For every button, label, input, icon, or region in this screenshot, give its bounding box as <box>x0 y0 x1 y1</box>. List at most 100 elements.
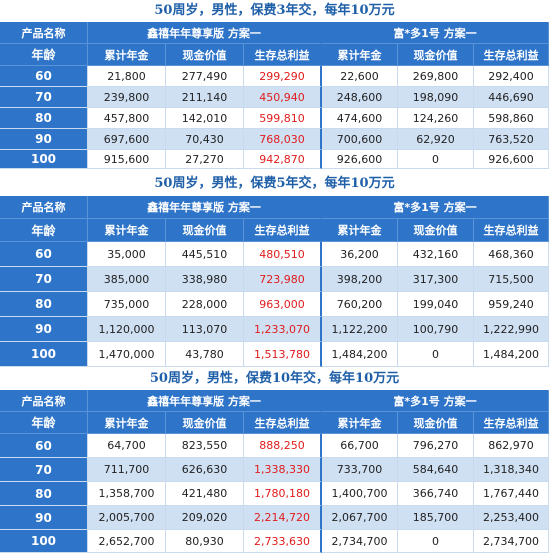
value-cell-a1: 2,005,700 <box>88 506 166 530</box>
table-row: 100 1,470,000 43,780 1,513,780 1,484,200 0 1,4… <box>0 342 549 367</box>
table-row: 70 385,000 338,980 723,980 398,200 317,300 715… <box>0 267 549 292</box>
product-name-label: 产品名称 <box>0 22 88 44</box>
age-cell: 100 <box>0 530 88 553</box>
value-cell-b1: 1,122,200 <box>322 317 398 342</box>
plan-a-name: 鑫禧年年尊享版 方案一 <box>88 390 322 412</box>
value-cell-b1: 1,484,200 <box>322 342 398 367</box>
table-row: 100 915,600 27,270 942,870 926,600 0 926,600 <box>0 150 549 169</box>
plan-a-name: 鑫禧年年尊享版 方案一 <box>88 22 322 44</box>
value-cell-b2: 317,300 <box>398 267 474 292</box>
value-cell-b1: 36,200 <box>322 242 398 267</box>
age-cell: 100 <box>0 342 88 367</box>
table-row: 60 21,800 277,490 299,290 22,600 269,800 292,4… <box>0 66 549 87</box>
column-header: 生存总利益 <box>474 44 549 66</box>
value-cell-b1: 2,067,700 <box>322 506 398 530</box>
plan-b-name: 富*多1号 方案一 <box>322 196 549 219</box>
value-cell-a3: 768,030 <box>244 129 322 150</box>
header-row-columns: 年龄 累计年金 现金价值 生存总利益 累计年金 现金价值 生存总利益 <box>0 219 549 242</box>
value-cell-b3: 1,484,200 <box>474 342 549 367</box>
value-cell-b1: 66,700 <box>322 434 398 458</box>
value-cell-a2: 228,000 <box>166 292 244 317</box>
value-cell-a2: 70,430 <box>166 129 244 150</box>
column-header: 生存总利益 <box>474 219 549 242</box>
value-cell-a1: 1,358,700 <box>88 482 166 506</box>
age-cell: 90 <box>0 129 88 150</box>
header-row-columns: 年龄 累计年金 现金价值 生存总利益 累计年金 现金价值 生存总利益 <box>0 412 549 434</box>
column-header: 现金价值 <box>166 44 244 66</box>
column-header: 生存总利益 <box>244 219 322 242</box>
value-cell-b3: 1,318,340 <box>474 458 549 482</box>
table-title: 50周岁，男性，保费3年交，每年10万元 <box>154 3 395 18</box>
value-cell-b3: 926,600 <box>474 150 549 169</box>
age-label: 年龄 <box>0 219 88 242</box>
column-header: 现金价值 <box>166 412 244 434</box>
column-header: 现金价值 <box>398 412 474 434</box>
value-cell-b3: 959,240 <box>474 292 549 317</box>
value-cell-a1: 915,600 <box>88 150 166 169</box>
value-cell-b2: 432,160 <box>398 242 474 267</box>
value-cell-a3: 888,250 <box>244 434 322 458</box>
value-cell-a1: 735,000 <box>88 292 166 317</box>
value-cell-a3: 1,233,070 <box>244 317 322 342</box>
value-cell-a2: 142,010 <box>166 108 244 129</box>
column-header: 现金价值 <box>398 219 474 242</box>
age-cell: 60 <box>0 434 88 458</box>
table-row: 80 1,358,700 421,480 1,780,180 1,400,700 366,… <box>0 482 549 506</box>
plan-a-name: 鑫禧年年尊享版 方案一 <box>88 196 322 219</box>
column-header: 生存总利益 <box>474 412 549 434</box>
age-label: 年龄 <box>0 44 88 66</box>
value-cell-a2: 823,550 <box>166 434 244 458</box>
value-cell-b2: 366,740 <box>398 482 474 506</box>
value-cell-b1: 22,600 <box>322 66 398 87</box>
value-cell-a3: 723,980 <box>244 267 322 292</box>
value-cell-b1: 248,600 <box>322 87 398 108</box>
value-cell-a2: 27,270 <box>166 150 244 169</box>
value-cell-a2: 113,070 <box>166 317 244 342</box>
product-name-label: 产品名称 <box>0 390 88 412</box>
age-cell: 100 <box>0 150 88 169</box>
value-cell-b3: 2,734,700 <box>474 530 549 553</box>
value-cell-b2: 199,040 <box>398 292 474 317</box>
header-row-columns: 年龄 累计年金 现金价值 生存总利益 累计年金 现金价值 生存总利益 <box>0 44 549 66</box>
column-header: 累计年金 <box>322 412 398 434</box>
table-row: 60 64,700 823,550 888,250 66,700 796,270 862,9… <box>0 434 549 458</box>
value-cell-b2: 198,090 <box>398 87 474 108</box>
value-cell-b1: 398,200 <box>322 267 398 292</box>
value-cell-b2: 0 <box>398 530 474 553</box>
age-cell: 60 <box>0 66 88 87</box>
value-cell-b1: 760,200 <box>322 292 398 317</box>
column-header: 生存总利益 <box>244 412 322 434</box>
value-cell-a3: 480,510 <box>244 242 322 267</box>
table-row: 100 2,652,700 80,930 2,733,630 2,734,700 0 2,7… <box>0 530 549 553</box>
table-row: 90 1,120,000 113,070 1,233,070 1,122,200 100,… <box>0 317 549 342</box>
value-cell-b3: 862,970 <box>474 434 549 458</box>
value-cell-a2: 211,140 <box>166 87 244 108</box>
value-cell-a2: 209,020 <box>166 506 244 530</box>
table-row: 80 735,000 228,000 963,000 760,200 199,040 959… <box>0 292 549 317</box>
age-cell: 90 <box>0 506 88 530</box>
value-cell-a1: 711,700 <box>88 458 166 482</box>
value-cell-a2: 421,480 <box>166 482 244 506</box>
value-cell-b3: 468,360 <box>474 242 549 267</box>
table-row: 90 2,005,700 209,020 2,214,720 2,067,700 185,… <box>0 506 549 530</box>
column-header: 累计年金 <box>88 44 166 66</box>
value-cell-b2: 62,920 <box>398 129 474 150</box>
value-cell-a1: 385,000 <box>88 267 166 292</box>
value-cell-a3: 942,870 <box>244 150 322 169</box>
age-cell: 70 <box>0 267 88 292</box>
value-cell-a1: 1,120,000 <box>88 317 166 342</box>
value-cell-b3: 763,520 <box>474 129 549 150</box>
value-cell-b3: 446,690 <box>474 87 549 108</box>
value-cell-b2: 100,790 <box>398 317 474 342</box>
value-cell-a3: 450,940 <box>244 87 322 108</box>
column-header: 累计年金 <box>322 219 398 242</box>
value-cell-b2: 796,270 <box>398 434 474 458</box>
column-header: 累计年金 <box>322 44 398 66</box>
value-cell-b2: 124,260 <box>398 108 474 129</box>
column-header: 现金价值 <box>398 44 474 66</box>
value-cell-a1: 1,470,000 <box>88 342 166 367</box>
plan-b-name: 富*多1号 方案一 <box>322 22 549 44</box>
age-cell: 60 <box>0 242 88 267</box>
header-row-plans: 产品名称 鑫禧年年尊享版 方案一 富*多1号 方案一 <box>0 390 549 412</box>
